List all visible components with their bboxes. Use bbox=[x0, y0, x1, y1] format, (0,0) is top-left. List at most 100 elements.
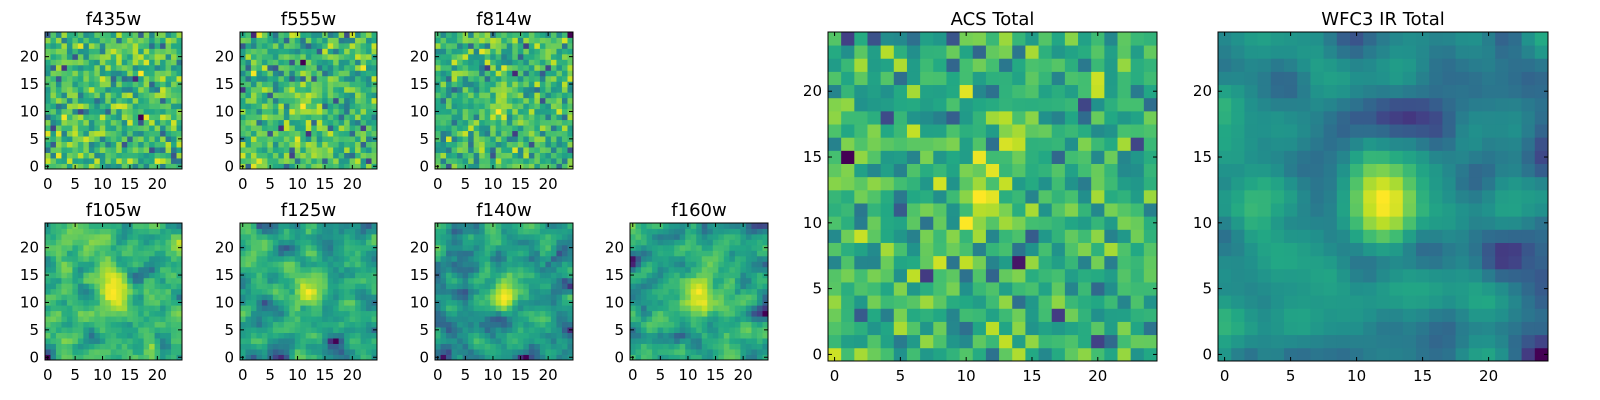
heatmap-cell bbox=[1130, 216, 1145, 230]
heatmap-cell bbox=[473, 103, 480, 110]
heatmap-cell bbox=[880, 334, 895, 349]
heatmap-cell bbox=[50, 272, 57, 279]
heatmap-cell bbox=[707, 244, 714, 251]
heatmap-cell bbox=[138, 327, 145, 333]
heatmap-cell bbox=[316, 147, 323, 153]
heatmap-cell bbox=[867, 347, 882, 362]
heatmap-cell bbox=[311, 288, 318, 295]
heatmap-cell bbox=[256, 75, 263, 82]
heatmap-cell bbox=[250, 64, 257, 71]
heatmap-cell bbox=[630, 349, 636, 355]
heatmap-cell bbox=[283, 59, 290, 66]
heatmap-cell bbox=[110, 349, 117, 355]
heatmap-cell bbox=[116, 354, 123, 361]
heatmap-cell bbox=[66, 349, 73, 355]
heatmap-cell bbox=[668, 354, 675, 361]
heatmap-cell bbox=[105, 130, 112, 137]
heatmap-cell bbox=[50, 294, 57, 301]
heatmap-cell bbox=[506, 158, 513, 164]
heatmap-cell bbox=[278, 244, 285, 251]
heatmap-cell bbox=[495, 37, 502, 44]
heatmap-cell bbox=[94, 136, 101, 142]
heatmap-cell bbox=[457, 42, 463, 49]
heatmap-cell bbox=[690, 349, 697, 355]
heatmap-cell bbox=[88, 288, 95, 295]
heatmap-cell bbox=[289, 37, 296, 44]
heatmap-cell bbox=[366, 92, 372, 99]
heatmap-cell bbox=[333, 125, 340, 132]
heatmap-cell bbox=[371, 141, 378, 148]
heatmap-cell bbox=[45, 316, 51, 323]
heatmap-cell bbox=[495, 272, 502, 279]
heatmap-cell bbox=[740, 244, 747, 251]
heatmap-cell bbox=[652, 327, 658, 333]
heatmap-cell bbox=[154, 152, 161, 159]
heatmap-cell bbox=[121, 141, 128, 148]
heatmap-cell bbox=[245, 59, 252, 66]
heatmap-cell bbox=[83, 97, 90, 104]
heatmap-cell bbox=[366, 327, 372, 333]
heatmap-cell bbox=[920, 203, 934, 217]
heatmap-cell bbox=[751, 294, 758, 301]
heatmap-cell bbox=[523, 233, 530, 240]
heatmap-cell bbox=[99, 255, 106, 262]
heatmap-cell bbox=[1038, 255, 1053, 270]
heatmap-cell bbox=[534, 261, 541, 268]
heatmap-cell bbox=[729, 310, 736, 317]
heatmap-cell bbox=[165, 272, 172, 279]
heatmap-cell bbox=[674, 327, 681, 333]
heatmap-cell bbox=[567, 114, 574, 121]
heatmap-cell bbox=[468, 125, 475, 132]
heatmap-cell bbox=[734, 321, 741, 328]
heatmap-cell bbox=[61, 81, 68, 88]
heatmap-cell bbox=[652, 255, 658, 262]
heatmap-cell bbox=[635, 244, 642, 251]
heatmap-cell bbox=[261, 272, 268, 279]
heatmap-cell bbox=[344, 288, 350, 295]
heatmap-cell bbox=[50, 103, 57, 110]
heatmap-cell bbox=[457, 97, 463, 104]
heatmap-cell bbox=[116, 119, 123, 126]
heatmap-cell bbox=[999, 242, 1013, 257]
heatmap-cell bbox=[495, 299, 502, 306]
heatmap-cell bbox=[556, 223, 563, 229]
heatmap-cell bbox=[171, 327, 177, 333]
heatmap-cell bbox=[712, 294, 719, 301]
heatmap-cell bbox=[77, 261, 84, 268]
heatmap-cell bbox=[501, 272, 508, 279]
heatmap-cell bbox=[283, 97, 290, 104]
heatmap-cell bbox=[165, 130, 172, 137]
heatmap-cell bbox=[366, 277, 372, 284]
heatmap-cell bbox=[45, 141, 51, 148]
heatmap-cell bbox=[473, 354, 480, 361]
heatmap-cell bbox=[946, 163, 960, 178]
heatmap-cell bbox=[267, 294, 274, 301]
heatmap-cell bbox=[517, 147, 524, 153]
heatmap-cell bbox=[105, 354, 112, 361]
heatmap-cell bbox=[121, 64, 128, 71]
heatmap-cell bbox=[707, 294, 714, 301]
heatmap-cell bbox=[99, 261, 106, 268]
heatmap-cell bbox=[490, 97, 497, 104]
heatmap-cell bbox=[240, 283, 246, 290]
heatmap-cell bbox=[261, 59, 268, 66]
heatmap-cell bbox=[300, 103, 307, 110]
heatmap-cell bbox=[751, 255, 758, 262]
heatmap-cell bbox=[61, 70, 68, 77]
heatmap-cell bbox=[294, 321, 301, 328]
heatmap-cell bbox=[149, 42, 155, 49]
heatmap-cell bbox=[457, 321, 463, 328]
heatmap-cell bbox=[854, 150, 868, 164]
heatmap-cell bbox=[160, 147, 166, 153]
heatmap-cell bbox=[468, 294, 475, 301]
heatmap-cell bbox=[245, 338, 252, 344]
heatmap-cell bbox=[311, 266, 318, 273]
heatmap-cell bbox=[880, 216, 895, 230]
heatmap-cell bbox=[550, 59, 557, 66]
heatmap-cell bbox=[679, 354, 686, 361]
heatmap-cell bbox=[1130, 176, 1145, 191]
heatmap-cell bbox=[440, 147, 447, 153]
heatmap-cell bbox=[501, 343, 508, 350]
heatmap-cell bbox=[745, 283, 752, 290]
